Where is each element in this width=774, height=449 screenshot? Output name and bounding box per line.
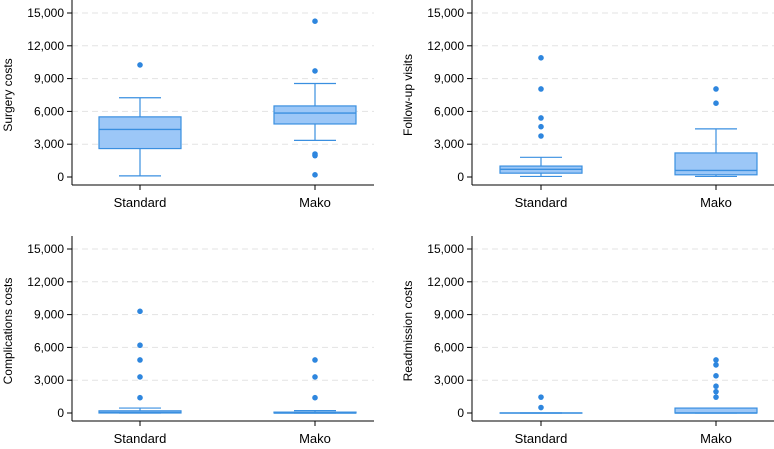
outlier-point: [538, 394, 544, 400]
x-tick-label-standard: Standard: [515, 195, 568, 210]
x-tick-label-standard: Standard: [114, 431, 167, 444]
iqr-box: [675, 153, 757, 175]
panel-1: 0 3,000 6,000 9,000 12,000 15,000 Surgery cost…: [1, 0, 374, 210]
iqr-box: [675, 408, 757, 413]
outlier-point: [538, 86, 544, 92]
iqr-box: [99, 117, 181, 149]
outlier-point: [312, 68, 318, 74]
x-tick-label-mako: Mako: [299, 431, 331, 444]
outlier-point: [713, 373, 719, 379]
box-standard: [99, 62, 181, 176]
x-tick-label-mako: Mako: [299, 195, 331, 210]
box-mako: [274, 357, 356, 413]
y-tick-label: 9,000: [34, 72, 64, 86]
y-tick-label: 0: [457, 170, 464, 184]
panel-4: 0 3,000 6,000 9,000 12,000 15,000 Readmission …: [401, 236, 774, 444]
y-tick-label: 12,000: [27, 275, 64, 289]
box-standard: [99, 309, 181, 413]
outlier-point: [713, 100, 719, 106]
y-tick-label: 9,000: [34, 308, 64, 322]
outlier-point: [312, 374, 318, 380]
panel-2: 0 3,000 6,000 9,000 12,000 15,000 Follow-up vi…: [401, 0, 774, 210]
y-tick-label: 0: [457, 406, 464, 420]
y-tick-label: 12,000: [27, 39, 64, 53]
y-tick-label: 3,000: [434, 373, 464, 387]
outlier-point: [538, 133, 544, 139]
outlier-point: [312, 153, 318, 159]
outlier-point: [137, 62, 143, 68]
box-standard: [500, 55, 582, 176]
y-tick-label: 6,000: [34, 340, 64, 354]
y-axis-label: Complications costs: [1, 278, 15, 385]
y-tick-label: 6,000: [34, 104, 64, 118]
box-mako: [274, 18, 356, 177]
outlier-point: [713, 394, 719, 400]
box-mako: [675, 357, 757, 413]
y-axis-label: Follow-up visits: [401, 54, 415, 136]
y-tick-label: 3,000: [34, 137, 64, 151]
outlier-point: [713, 357, 719, 363]
y-axis-label: Surgery costs: [1, 58, 15, 131]
y-tick-label: 15,000: [427, 6, 464, 20]
outlier-point: [312, 172, 318, 178]
outlier-point: [312, 357, 318, 363]
y-tick-label: 15,000: [427, 242, 464, 256]
outlier-point: [137, 309, 143, 315]
y-tick-label: 0: [57, 406, 64, 420]
outlier-point: [312, 395, 318, 401]
box-standard: [500, 394, 582, 413]
y-tick-label: 15,000: [27, 242, 64, 256]
panel-3: 0 3,000 6,000 9,000 12,000 15,000 Complication…: [1, 236, 374, 444]
y-tick-label: 12,000: [427, 275, 464, 289]
outlier-point: [713, 86, 719, 92]
y-tick-label: 6,000: [434, 340, 464, 354]
x-tick-label-standard: Standard: [114, 195, 167, 210]
outlier-point: [538, 124, 544, 130]
outlier-point: [713, 362, 719, 368]
y-axis-label: Readmission costs: [401, 281, 415, 382]
outlier-point: [312, 18, 318, 24]
outlier-point: [538, 55, 544, 61]
x-tick-label-mako: Mako: [700, 195, 732, 210]
outlier-point: [137, 342, 143, 348]
y-tick-label: 3,000: [34, 373, 64, 387]
box-mako: [675, 86, 757, 176]
y-tick-label: 3,000: [434, 137, 464, 151]
y-tick-label: 9,000: [434, 308, 464, 322]
outlier-point: [137, 357, 143, 363]
outlier-point: [538, 405, 544, 411]
x-tick-label-mako: Mako: [700, 431, 732, 444]
iqr-box: [274, 106, 356, 124]
outlier-point: [713, 383, 719, 389]
y-tick-label: 9,000: [434, 72, 464, 86]
y-tick-label: 12,000: [427, 39, 464, 53]
outlier-point: [137, 374, 143, 380]
outlier-point: [137, 395, 143, 401]
x-tick-label-standard: Standard: [515, 431, 568, 444]
outlier-point: [713, 389, 719, 395]
y-tick-label: 0: [57, 170, 64, 184]
outlier-point: [538, 115, 544, 121]
y-tick-label: 15,000: [27, 6, 64, 20]
y-tick-label: 6,000: [434, 104, 464, 118]
